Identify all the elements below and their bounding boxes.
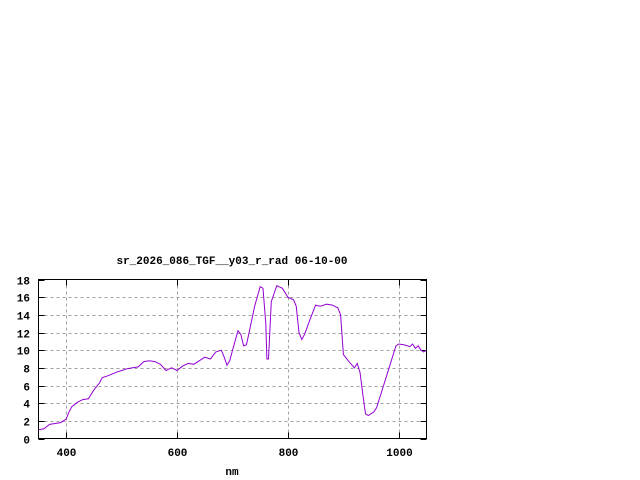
y-tick-label: 18 [17, 277, 31, 289]
y-tick-label: 16 [17, 294, 30, 306]
ticks: 0 2 4 6 8 10 12 14 16 18 400 600 800 1000 [17, 277, 427, 460]
x-tick-label: 800 [279, 448, 299, 460]
y-tick-label: 4 [23, 400, 30, 412]
y-tick-label: 14 [17, 312, 31, 324]
x-tick-label: 400 [57, 448, 77, 460]
chart-title: sr_2026_086_TGF__y03_r_rad 06-10-00 [116, 256, 347, 268]
x-tick-label: 600 [168, 448, 188, 460]
grid [38, 279, 427, 439]
plot-frame [38, 279, 427, 439]
y-tick-label: 0 [23, 436, 30, 448]
y-tick-label: 6 [23, 383, 30, 395]
y-tick-label: 12 [17, 330, 30, 342]
y-tick-label: 10 [17, 347, 30, 359]
x-axis-label: nm [225, 467, 239, 479]
y-tick-label: 2 [23, 418, 30, 430]
y-tick-label: 8 [23, 365, 30, 377]
series-line [38, 285, 427, 431]
x-tick-label: 1000 [386, 448, 412, 460]
